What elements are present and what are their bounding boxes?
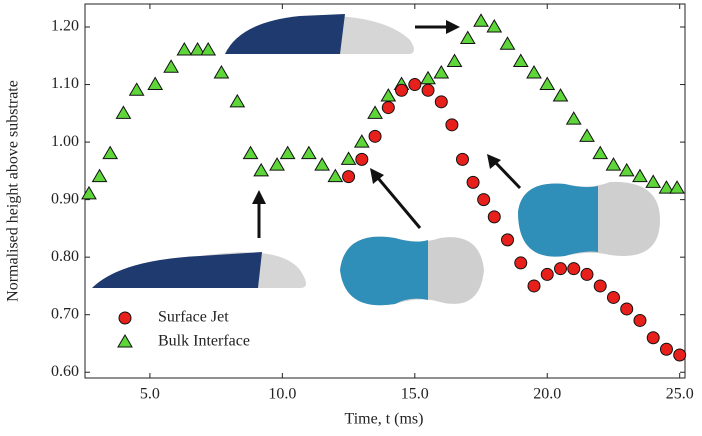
circle-marker bbox=[606, 290, 620, 304]
circle-marker bbox=[501, 233, 515, 247]
triangle-marker bbox=[242, 145, 259, 160]
triangle-marker bbox=[269, 157, 285, 171]
triangle-marker bbox=[552, 88, 569, 102]
triangle-marker bbox=[327, 168, 344, 183]
circle-marker bbox=[434, 95, 448, 109]
circle-marker bbox=[514, 256, 528, 270]
circle-marker bbox=[487, 210, 501, 224]
triangle-marker bbox=[367, 105, 383, 119]
legend-label: Bulk Interface bbox=[158, 333, 250, 350]
triangle-marker bbox=[253, 162, 270, 177]
triangle-marker bbox=[433, 65, 450, 79]
circle-marker bbox=[527, 279, 541, 293]
triangle-marker bbox=[189, 42, 206, 56]
x-tick-label: 25.0 bbox=[666, 386, 694, 403]
triangle-marker bbox=[102, 145, 119, 160]
y-tick-label: 0.70 bbox=[51, 305, 79, 322]
circle-marker bbox=[421, 83, 435, 97]
triangle-marker bbox=[380, 88, 397, 102]
triangle-marker bbox=[526, 65, 542, 79]
triangle-marker bbox=[213, 65, 230, 79]
triangle-marker bbox=[446, 53, 463, 68]
circle-marker bbox=[567, 262, 581, 276]
triangle-marker bbox=[128, 82, 145, 96]
triangle-marker bbox=[632, 168, 648, 183]
circle-marker bbox=[593, 279, 607, 293]
y-axis-label: Normalised height above substrate bbox=[5, 80, 22, 302]
triangle-marker bbox=[91, 168, 108, 183]
triangle-marker bbox=[645, 174, 662, 188]
triangle-marker bbox=[229, 93, 246, 108]
triangle-marker bbox=[658, 180, 675, 194]
triangle-marker bbox=[618, 162, 635, 177]
legend-marker bbox=[118, 311, 132, 325]
plot-frame bbox=[84, 3, 686, 379]
triangle-marker bbox=[605, 157, 622, 171]
triangle-marker bbox=[499, 36, 516, 50]
triangle-marker bbox=[279, 145, 296, 160]
y-tick-label: 1.20 bbox=[51, 18, 79, 35]
circle-marker bbox=[477, 193, 491, 207]
arrows bbox=[252, 20, 522, 238]
legend-label: Surface Jet bbox=[158, 309, 229, 326]
y-tick-label: 0.80 bbox=[51, 248, 79, 265]
circle-marker bbox=[445, 118, 459, 132]
triangle-marker bbox=[340, 151, 357, 165]
y-tick-label: 0.90 bbox=[51, 190, 79, 207]
x-tick-label: 5.0 bbox=[140, 386, 160, 403]
triangle-marker bbox=[592, 145, 609, 160]
circle-marker bbox=[540, 267, 554, 281]
circle-marker bbox=[395, 83, 409, 97]
circle-marker bbox=[355, 152, 369, 166]
triangle-marker bbox=[473, 13, 489, 27]
triangle-marker bbox=[176, 42, 193, 56]
circle-marker bbox=[580, 267, 594, 281]
circle-marker bbox=[646, 331, 660, 345]
triangle-marker bbox=[300, 145, 317, 160]
triangle-marker bbox=[420, 70, 436, 85]
circle-marker bbox=[633, 313, 647, 327]
circle-marker bbox=[455, 152, 469, 166]
triangle-marker bbox=[200, 42, 217, 56]
y-tick-label: 1.10 bbox=[51, 75, 79, 92]
triangle-marker bbox=[579, 128, 595, 142]
inset-mid-blue bbox=[340, 236, 428, 306]
circle-marker bbox=[408, 78, 422, 92]
y-tick-label: 1.00 bbox=[51, 133, 79, 150]
triangle-marker bbox=[115, 105, 132, 119]
x-axis-label: Time, t (ms) bbox=[345, 411, 424, 428]
triangle-marker bbox=[669, 180, 685, 194]
triangle-marker bbox=[163, 59, 179, 73]
circle-marker bbox=[659, 342, 673, 356]
circle-marker bbox=[368, 129, 382, 143]
circle-marker bbox=[620, 302, 634, 316]
inset-top-blue bbox=[225, 14, 345, 54]
x-tick-label: 15.0 bbox=[401, 386, 429, 403]
triangle-marker bbox=[459, 30, 476, 45]
x-tick-label: 10.0 bbox=[268, 386, 296, 403]
triangle-marker bbox=[353, 134, 370, 148]
circle-marker bbox=[466, 175, 480, 189]
x-tick-label: 20.0 bbox=[533, 386, 561, 403]
insets bbox=[92, 14, 660, 306]
legend-marker bbox=[117, 334, 133, 348]
inset-left-blue bbox=[92, 252, 262, 288]
triangle-marker bbox=[81, 185, 97, 200]
circle-marker bbox=[381, 101, 395, 115]
y-tick-label: 0.60 bbox=[51, 363, 79, 380]
triangle-marker bbox=[539, 76, 556, 91]
circle-marker bbox=[342, 170, 356, 184]
circle-marker bbox=[553, 262, 567, 276]
triangle-marker bbox=[486, 19, 503, 33]
triangle-marker bbox=[565, 111, 582, 125]
triangle-marker bbox=[147, 76, 164, 91]
triangle-marker bbox=[512, 53, 529, 68]
triangle-marker bbox=[314, 157, 330, 171]
circle-marker bbox=[673, 348, 687, 362]
inset-right-blue bbox=[518, 183, 598, 257]
